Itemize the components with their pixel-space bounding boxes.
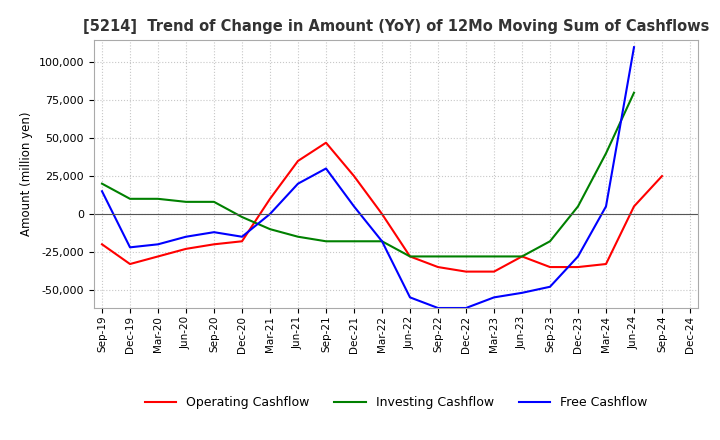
Free Cashflow: [490, 295, 498, 300]
Investing Cashflow: [546, 238, 554, 244]
Operating Cashflow: [322, 140, 330, 145]
Investing Cashflow: [630, 90, 639, 95]
Operating Cashflow: [238, 238, 246, 244]
Operating Cashflow: [98, 242, 107, 247]
Free Cashflow: [574, 254, 582, 259]
Investing Cashflow: [574, 204, 582, 209]
Operating Cashflow: [405, 254, 414, 259]
Operating Cashflow: [574, 264, 582, 270]
Investing Cashflow: [210, 199, 218, 205]
Free Cashflow: [546, 284, 554, 290]
Investing Cashflow: [153, 196, 162, 202]
Investing Cashflow: [433, 254, 442, 259]
Investing Cashflow: [181, 199, 190, 205]
Free Cashflow: [378, 238, 387, 244]
Free Cashflow: [181, 234, 190, 239]
Line: Investing Cashflow: Investing Cashflow: [102, 93, 634, 257]
Investing Cashflow: [602, 150, 611, 156]
Free Cashflow: [153, 242, 162, 247]
Title: [5214]  Trend of Change in Amount (YoY) of 12Mo Moving Sum of Cashflows: [5214] Trend of Change in Amount (YoY) o…: [83, 19, 709, 34]
Free Cashflow: [518, 290, 526, 296]
Investing Cashflow: [405, 254, 414, 259]
Investing Cashflow: [266, 227, 274, 232]
Free Cashflow: [630, 44, 639, 50]
Y-axis label: Amount (million yen): Amount (million yen): [20, 112, 33, 236]
Operating Cashflow: [462, 269, 470, 274]
Investing Cashflow: [518, 254, 526, 259]
Operating Cashflow: [378, 211, 387, 216]
Operating Cashflow: [433, 264, 442, 270]
Free Cashflow: [98, 189, 107, 194]
Free Cashflow: [350, 204, 359, 209]
Investing Cashflow: [378, 238, 387, 244]
Investing Cashflow: [322, 238, 330, 244]
Operating Cashflow: [181, 246, 190, 252]
Legend: Operating Cashflow, Investing Cashflow, Free Cashflow: Operating Cashflow, Investing Cashflow, …: [140, 392, 652, 414]
Free Cashflow: [210, 230, 218, 235]
Investing Cashflow: [462, 254, 470, 259]
Free Cashflow: [433, 305, 442, 311]
Free Cashflow: [462, 305, 470, 311]
Free Cashflow: [266, 211, 274, 216]
Operating Cashflow: [630, 204, 639, 209]
Investing Cashflow: [490, 254, 498, 259]
Free Cashflow: [322, 166, 330, 171]
Free Cashflow: [602, 204, 611, 209]
Operating Cashflow: [210, 242, 218, 247]
Investing Cashflow: [238, 214, 246, 220]
Operating Cashflow: [657, 173, 666, 179]
Investing Cashflow: [294, 234, 302, 239]
Operating Cashflow: [518, 254, 526, 259]
Line: Free Cashflow: Free Cashflow: [102, 47, 634, 308]
Investing Cashflow: [126, 196, 135, 202]
Free Cashflow: [294, 181, 302, 186]
Investing Cashflow: [98, 181, 107, 186]
Investing Cashflow: [350, 238, 359, 244]
Operating Cashflow: [126, 261, 135, 267]
Free Cashflow: [238, 234, 246, 239]
Operating Cashflow: [266, 196, 274, 202]
Operating Cashflow: [490, 269, 498, 274]
Line: Operating Cashflow: Operating Cashflow: [102, 143, 662, 271]
Operating Cashflow: [153, 254, 162, 259]
Operating Cashflow: [294, 158, 302, 164]
Free Cashflow: [126, 245, 135, 250]
Free Cashflow: [405, 295, 414, 300]
Operating Cashflow: [350, 173, 359, 179]
Operating Cashflow: [602, 261, 611, 267]
Operating Cashflow: [546, 264, 554, 270]
